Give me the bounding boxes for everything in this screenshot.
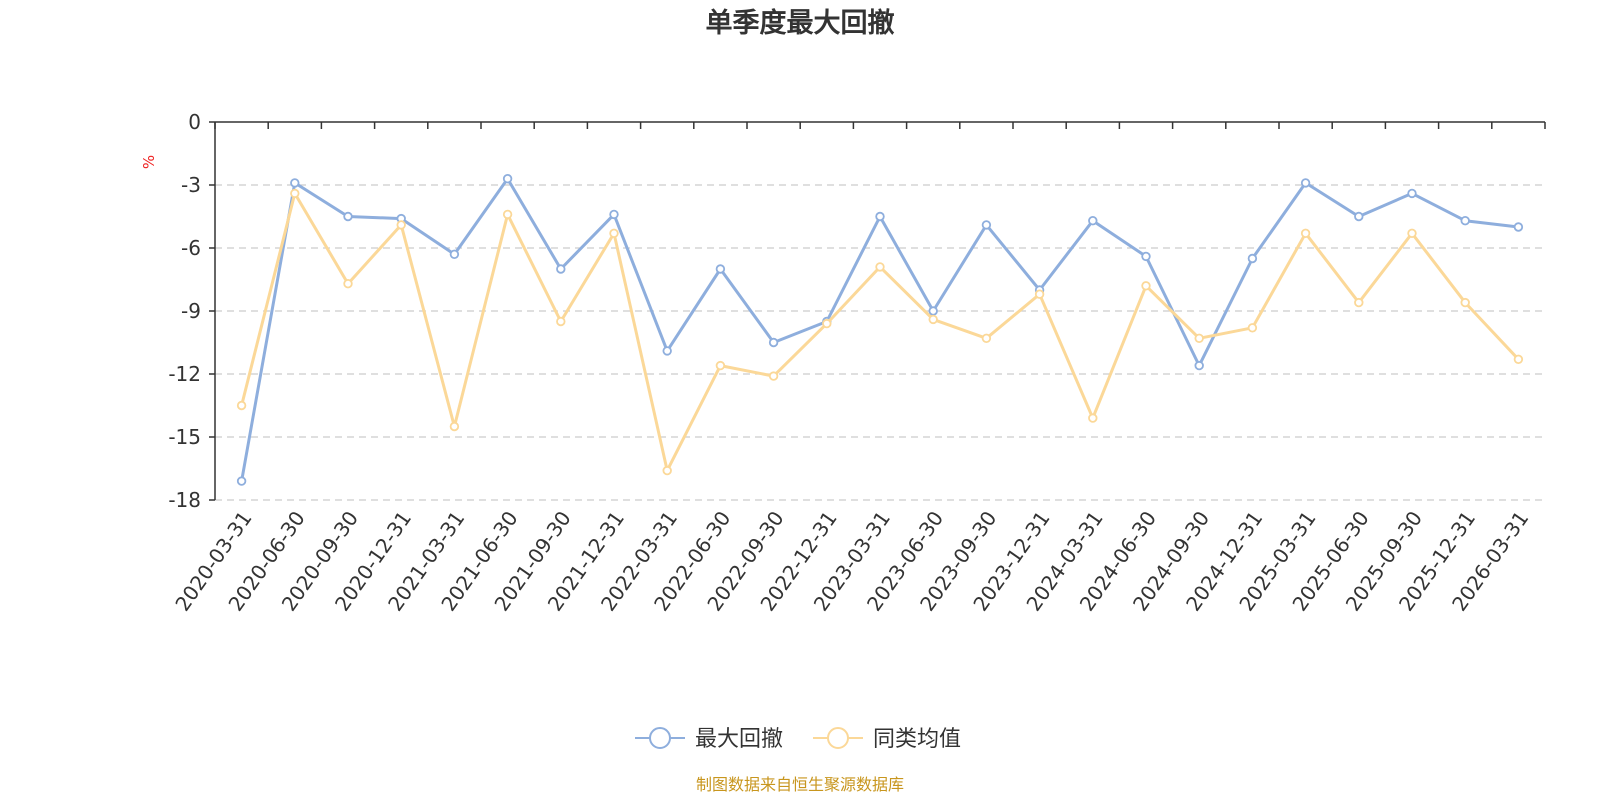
data-point xyxy=(1141,251,1151,262)
data-point xyxy=(875,262,885,272)
data-point xyxy=(449,249,460,259)
x-axis: 2020-03-312020-06-302020-09-302020-12-31… xyxy=(170,121,1546,616)
data-source-note: 制图数据来自恒生聚源数据库 xyxy=(696,775,904,794)
chart-title: 单季度最大回撤 xyxy=(706,7,895,39)
legend-marker-icon xyxy=(827,727,849,749)
data-point xyxy=(609,209,619,220)
data-point xyxy=(290,188,300,199)
y-axis: 0 -3 -6 -9 -12 -15 -18 xyxy=(168,110,216,512)
y-axis-unit-label: % xyxy=(140,155,158,169)
data-point xyxy=(1141,281,1151,291)
y-tick-label: -18 xyxy=(168,488,201,512)
data-point xyxy=(662,346,672,356)
grid-lines xyxy=(215,184,1545,501)
legend[interactable]: 最大回撤 同类均值 xyxy=(635,727,961,752)
series-layer xyxy=(236,173,1524,486)
y-tick-label: -9 xyxy=(181,299,201,323)
data-point xyxy=(502,173,513,184)
y-tick-label: 0 xyxy=(188,110,201,134)
legend-item-max-drawdown[interactable]: 最大回撤 xyxy=(635,727,783,752)
series-line-max-drawdown xyxy=(240,177,1519,482)
data-point xyxy=(981,220,992,230)
series-line-peer-average xyxy=(240,191,1520,473)
data-point xyxy=(981,333,992,343)
data-point xyxy=(1513,222,1524,232)
data-point xyxy=(1460,297,1470,308)
data-point xyxy=(928,314,938,325)
data-point xyxy=(343,279,353,289)
y-tick-label: -15 xyxy=(168,425,201,449)
data-point xyxy=(449,421,460,432)
data-point xyxy=(822,318,832,329)
legend-item-peer-average[interactable]: 同类均值 xyxy=(813,727,961,752)
data-point xyxy=(1407,228,1417,238)
data-point xyxy=(609,228,619,238)
data-point xyxy=(1300,228,1311,238)
y-tick-label: -12 xyxy=(168,362,201,386)
data-point xyxy=(236,400,247,411)
data-point xyxy=(768,337,779,348)
data-point xyxy=(1088,413,1098,423)
data-point xyxy=(1088,215,1098,226)
data-point xyxy=(1194,360,1204,371)
data-point xyxy=(1460,215,1470,226)
data-point xyxy=(343,211,353,222)
data-point xyxy=(928,306,938,316)
data-point xyxy=(1247,253,1258,264)
data-point xyxy=(1034,289,1045,299)
data-point xyxy=(1194,333,1204,343)
data-point xyxy=(875,211,885,222)
data-point xyxy=(768,371,779,381)
data-point xyxy=(1407,188,1417,199)
data-point xyxy=(1247,323,1258,333)
data-point xyxy=(662,465,672,476)
y-tick-label: -3 xyxy=(181,173,201,197)
data-point xyxy=(1354,211,1364,222)
data-point xyxy=(556,264,566,274)
data-point xyxy=(715,264,726,274)
data-point xyxy=(556,316,566,327)
y-tick-label: -6 xyxy=(181,236,201,260)
data-point xyxy=(1513,354,1524,364)
legend-marker-icon xyxy=(649,727,671,749)
data-point xyxy=(290,178,300,188)
data-point xyxy=(1300,178,1311,188)
legend-label: 最大回撤 xyxy=(695,727,783,752)
data-point xyxy=(236,476,247,486)
data-point xyxy=(715,360,726,371)
data-point xyxy=(502,209,513,220)
data-point xyxy=(396,220,406,230)
legend-label: 同类均值 xyxy=(873,727,961,752)
data-point xyxy=(1354,297,1364,308)
